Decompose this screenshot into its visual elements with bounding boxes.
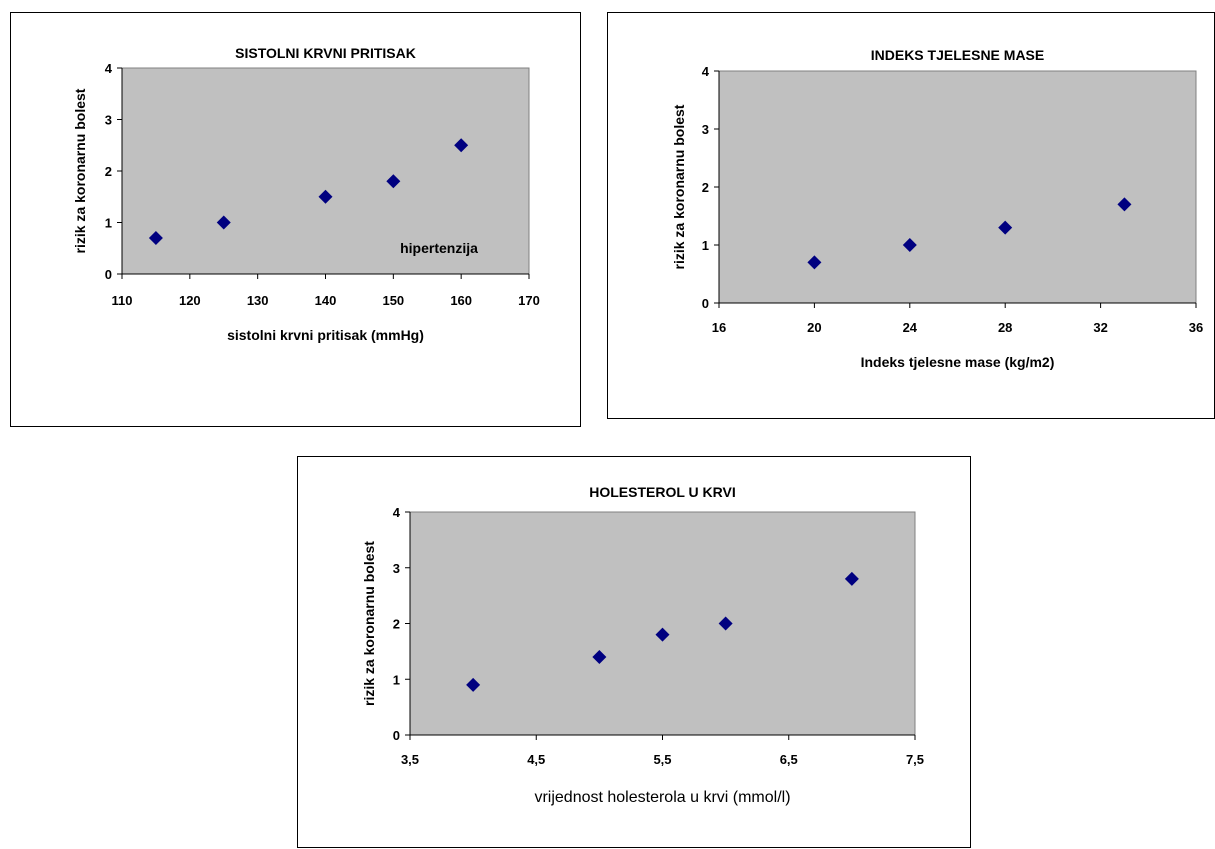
x-tick-label: 140 [315,293,337,308]
y-tick-label: 0 [702,296,709,311]
data-point [844,571,859,586]
data-point [466,677,481,692]
x-axis-label: vrijednost holesterola u krvi (mmol/l) [534,789,790,806]
y-tick-label: 4 [105,61,113,76]
data-point [386,174,401,189]
y-axis-label: rizik za koronarnu bolest [72,88,88,253]
y-tick-label: 3 [393,561,400,576]
chart-title: SISTOLNI KRVNI PRITISAK [235,45,416,61]
x-tick-label: 130 [247,293,269,308]
x-axis-label: sistolni krvni pritisak (mmHg) [227,327,424,343]
chart-3-svg: HOLESTEROL U KRVI 0 1 2 3 4 3,5 4,5 5,5 6,5 7,5 vri… [361,484,924,806]
y-tick-label: 0 [393,728,400,743]
x-tick-label: 28 [998,320,1012,335]
y-tick-label: 2 [702,180,709,195]
y-tick-label: 4 [393,505,401,520]
data-point [902,238,917,252]
x-tick-label: 7,5 [906,752,924,767]
x-tick-label: 24 [903,320,918,335]
x-tick-label: 32 [1093,320,1107,335]
chart-indeks-tjelesne-mase: INDEKS TJELESNE MASE 0 1 2 3 4 16 20 24 28 32 36 Ind… [607,12,1215,419]
y-tick-label: 1 [702,238,709,253]
x-tick-label: 160 [450,293,472,308]
chart-1-svg: SISTOLNI KRVNI PRITISAK 0 1 2 3 4 110 120 130 140… [72,45,540,343]
y-tick-label: 2 [105,164,112,179]
x-tick-label: 110 [112,293,133,308]
chart-2-svg: INDEKS TJELESNE MASE 0 1 2 3 4 16 20 24 28 32 36 Ind… [671,47,1203,370]
data-point [807,255,822,270]
x-axis-label: Indeks tjelesne mase (kg/m2) [861,354,1055,370]
plot-area [121,67,530,275]
x-tick-label: 3,5 [401,752,419,767]
x-tick-label: 16 [712,320,726,335]
y-tick-label: 3 [105,113,112,128]
plot-area [409,511,916,736]
chart-sistolni-krvni-pritisak: SISTOLNI KRVNI PRITISAK 0 1 2 3 4 110 120 130 140… [10,12,581,427]
chart-title: INDEKS TJELESNE MASE [871,47,1044,63]
y-axis-label: rizik za koronarnu bolest [671,104,687,269]
chart-holesterol-u-krvi: HOLESTEROL U KRVI 0 1 2 3 4 3,5 4,5 5,5 6,5 7,5 vri… [297,456,971,848]
x-tick-label: 150 [382,293,404,308]
y-tick-label: 4 [702,64,710,79]
data-point [998,220,1013,235]
x-tick-label: 5,5 [653,752,671,767]
x-tick-label: 170 [518,293,540,308]
y-tick-label: 3 [702,122,709,137]
x-tick-label: 4,5 [527,752,545,767]
y-tick-label: 1 [105,216,112,231]
data-point [592,649,607,664]
plot-area [718,70,1197,304]
data-point [454,138,469,153]
annotation-hipertenzija: hipertenzija [400,240,478,256]
x-tick-label: 20 [807,320,821,335]
x-tick-label: 120 [179,293,201,308]
y-tick-label: 0 [105,267,112,282]
y-axis-label: rizik za koronarnu bolest [361,541,377,706]
data-point [718,616,733,631]
y-tick-label: 2 [393,617,400,632]
data-point [1117,197,1132,212]
data-point [148,230,163,245]
data-point [216,215,231,230]
y-tick-label: 1 [393,672,400,687]
chart-title: HOLESTEROL U KRVI [589,484,736,500]
x-tick-label: 36 [1189,320,1203,335]
data-point [318,189,333,204]
x-tick-label: 6,5 [780,752,798,767]
data-point [655,627,670,642]
